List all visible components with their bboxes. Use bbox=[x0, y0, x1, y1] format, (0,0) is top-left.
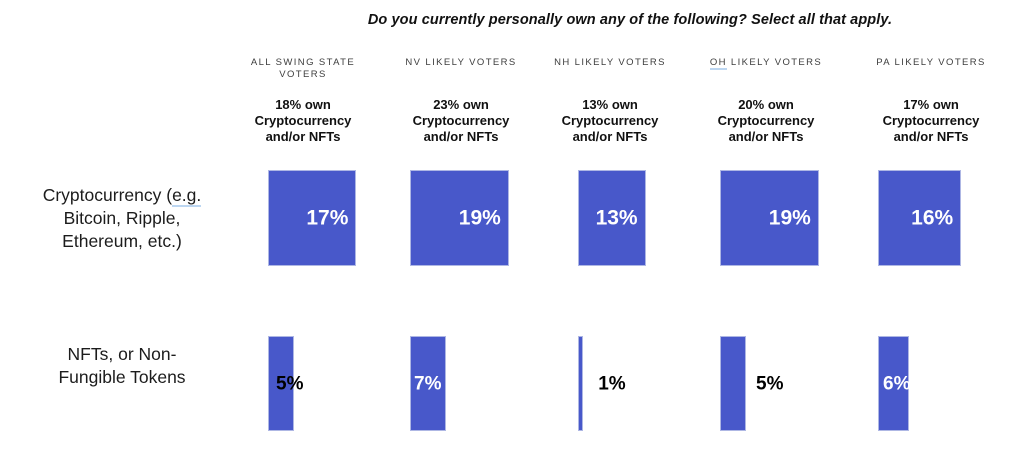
bar-nft-nh: 1% bbox=[578, 336, 626, 431]
column-header: OH LIKELY VOTERS bbox=[709, 57, 823, 70]
bar-value-label: 13% bbox=[595, 206, 638, 230]
bar-crypto-oh: 19% bbox=[720, 170, 819, 266]
bar-crypto-nv: 19% bbox=[410, 170, 509, 266]
bar-value-label: 16% bbox=[911, 206, 954, 230]
bar-value-label: 19% bbox=[458, 206, 501, 230]
column-header: NH LIKELY VOTERS bbox=[554, 57, 666, 68]
bar-value-label: 19% bbox=[768, 206, 811, 230]
spellcheck-underline: e.g. bbox=[172, 185, 202, 207]
row-label-nfts: NFTs, or Non- Fungible Tokens bbox=[58, 344, 186, 387]
row-label-cryptocurrency: Cryptocurrency (e.g. Bitcoin, Ripple, Ethe… bbox=[42, 185, 202, 251]
bar-crypto-pa: 16% bbox=[878, 170, 962, 266]
bar-nft-nv: 7% bbox=[410, 336, 447, 431]
chart-title: Do you currently personally own any of t… bbox=[367, 12, 893, 28]
bar-nft-pa: 6% bbox=[878, 336, 911, 431]
bar-value-label: 17% bbox=[306, 206, 349, 230]
spellcheck-underline: OH bbox=[709, 57, 727, 70]
bar-value-label: 7% bbox=[414, 373, 442, 394]
bar-nft-all: 5% bbox=[268, 336, 303, 431]
column-header: ALL SWING STATE VOTERS bbox=[250, 57, 356, 80]
column-header: NV LIKELY VOTERS bbox=[405, 57, 517, 68]
bar-value-label: 1% bbox=[598, 373, 626, 394]
bar-nft-oh: 5% bbox=[720, 336, 783, 431]
bar-value-label: 6% bbox=[883, 373, 911, 394]
bar-value-label: 5% bbox=[756, 373, 784, 394]
column-summary: 17% own Cryptocurrency and/or NFTs bbox=[882, 97, 980, 144]
bar-crypto-nh: 13% bbox=[578, 170, 646, 266]
bar-crypto-all: 17% bbox=[268, 170, 357, 266]
bar-value-label: 5% bbox=[276, 373, 304, 394]
column-summary: 18% own Cryptocurrency and/or NFTs bbox=[254, 97, 352, 144]
column-summary: 13% own Cryptocurrency and/or NFTs bbox=[561, 97, 659, 144]
column-summary: 20% own Cryptocurrency and/or NFTs bbox=[717, 97, 815, 144]
column-header: PA LIKELY VOTERS bbox=[876, 57, 986, 68]
column-summary: 23% own Cryptocurrency and/or NFTs bbox=[412, 97, 510, 144]
